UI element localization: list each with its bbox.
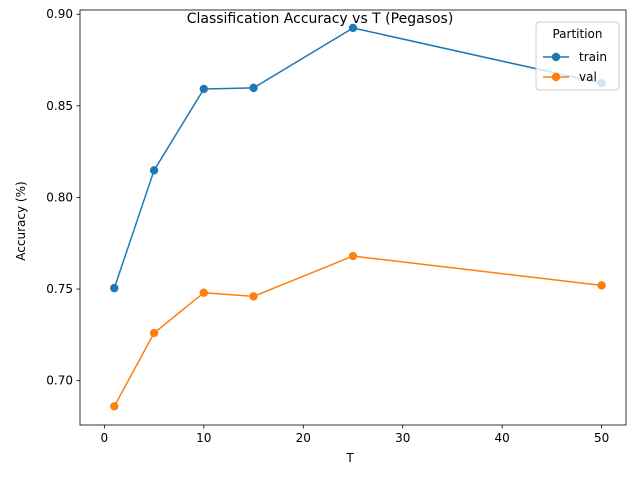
y-tick-label: 0.90 [46, 7, 73, 21]
data-point-train [149, 166, 159, 175]
legend: Partition train val [535, 21, 620, 91]
data-point-val [597, 281, 606, 290]
data-point-val [348, 251, 358, 261]
chart-title: Classification Accuracy vs T (Pegasos) [187, 11, 454, 27]
data-point-val [199, 288, 209, 297]
x-tick-label: 0 [101, 431, 109, 445]
y-tick-label: 0.80 [46, 190, 73, 204]
legend-label-val: val [579, 70, 597, 84]
legend-marker-train [551, 52, 561, 62]
x-axis-label: T [345, 451, 354, 465]
data-point-train [110, 283, 119, 293]
data-point-val [110, 402, 119, 411]
x-tick-label: 50 [594, 431, 609, 445]
legend-marker-val [551, 72, 561, 82]
data-point-val [149, 328, 159, 338]
series-line-val [113, 255, 602, 407]
data-point-train [249, 83, 258, 93]
y-tick-label: 0.70 [46, 374, 73, 388]
x-tick-label: 40 [495, 431, 510, 445]
series-line-train [113, 27, 602, 289]
data-point-val [249, 292, 258, 301]
legend-label-train: train [579, 50, 607, 64]
data-point-train [199, 84, 209, 94]
y-axis: 0.70 0.75 0.80 0.85 0.90 [46, 7, 80, 388]
data-point-train [348, 23, 358, 33]
legend-title: Partition [552, 27, 602, 41]
x-tick-label: 10 [196, 431, 211, 445]
x-tick-label: 30 [395, 431, 410, 445]
y-tick-label: 0.75 [46, 282, 73, 296]
y-tick-label: 0.85 [46, 99, 73, 113]
x-tick-label: 20 [296, 431, 311, 445]
x-axis: 0 10 20 30 40 50 [101, 425, 609, 445]
plot-frame [79, 9, 627, 426]
y-axis-label: Accuracy (%) [14, 181, 28, 260]
